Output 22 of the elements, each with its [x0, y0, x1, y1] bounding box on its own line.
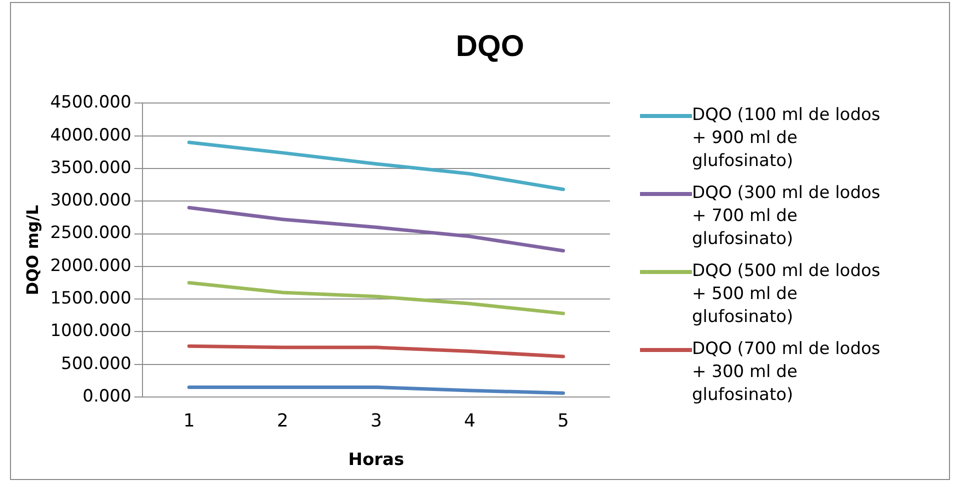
y-tick-label: 2000.000	[50, 256, 132, 276]
legend-label: DQO (100 ml de lodos + 900 ml de glufosinato)	[692, 104, 882, 173]
legend-label: DQO (500 ml de lodos + 500 ml de glufosinato)	[692, 260, 882, 329]
y-tick-label: 1500.000	[50, 288, 132, 308]
y-tick-label: 1000.000	[50, 321, 132, 342]
y-tick-label: 2500.000	[50, 223, 132, 244]
y-tick-label: 3500.000	[50, 158, 132, 178]
legend-label: DQO (300 ml de lodos + 700 ml de glufosinato)	[692, 182, 882, 251]
x-tick-label: 2	[276, 410, 288, 432]
x-tick-label: 3	[370, 410, 382, 432]
chart-title: DQO	[454, 30, 526, 64]
legend-label: DQO (700 ml de lodos + 300 ml de glufosinato)	[692, 338, 882, 407]
y-tick-label: 4500.000	[50, 92, 132, 113]
x-tick-label: 1	[183, 410, 195, 432]
x-tick-label: 4	[464, 410, 476, 432]
y-tick-label: 0.000	[82, 386, 132, 406]
y-tick-label: 500.000	[61, 354, 132, 374]
y-axis-title: DQO mg/L	[22, 204, 42, 296]
y-tick-label: 3000.000	[50, 190, 132, 211]
x-tick-label: 5	[558, 410, 569, 432]
x-axis-title: Horas	[348, 450, 404, 470]
y-tick-label: 4000.000	[50, 125, 132, 146]
